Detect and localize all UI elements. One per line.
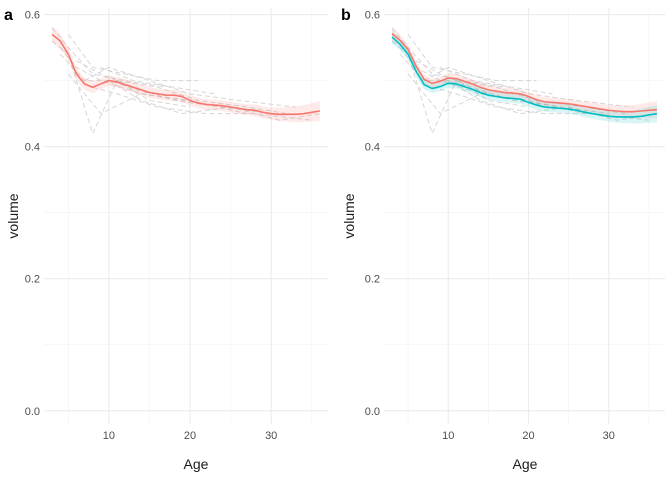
panel-a-individual-trajectory: [116, 80, 288, 115]
panel-a-individual-trajectory: [51, 40, 191, 135]
panel-b-y-tick-label: 0.6: [365, 10, 380, 22]
panel-a-x-axis-title: Age: [184, 456, 209, 472]
panel-b-individual-trajectory: [415, 60, 609, 115]
panel-b-individual-trajectory: [447, 80, 658, 121]
panel-b-mean-trajectory-line: [391, 36, 658, 118]
panel-a-y-tick-label: 0.6: [25, 10, 40, 22]
panel-b-y-tick-label: 0.0: [365, 406, 380, 418]
panel-a-gridlines: [44, 8, 328, 424]
panel-a-x-tick-label: 10: [103, 430, 115, 442]
panel-b-y-tick-label: 0.2: [365, 274, 380, 286]
panel-b-individual-trajectory: [399, 47, 561, 108]
panel-a-y-axis-title: volume: [5, 193, 21, 238]
panel-a-y-tick-label: 0.4: [25, 142, 40, 154]
panel-a-x-tick-label: 20: [184, 430, 196, 442]
panel-b-individual-trajectory: [407, 34, 537, 82]
panel-b-x-axis-title: Age: [513, 456, 538, 472]
panel-a-y-tick-label: 0.0: [25, 406, 40, 418]
panel-b-individual-trajectory: [440, 66, 553, 95]
panel-b-gridlines: [384, 8, 665, 424]
panel-b-mean-trajectory-line: [391, 33, 658, 113]
panel-a: a Age volume 10 20 30 0.0 0.2 0.4 0.6: [4, 7, 328, 472]
panel-a-individual-trajectory: [92, 86, 312, 121]
panel-a-confidence-band: [52, 26, 320, 123]
panel-a-individual-trajectory: [84, 66, 296, 108]
panel-b-individual-trajectory: [407, 73, 585, 115]
panel-b-x-tick-label: 30: [603, 430, 615, 442]
panel-a-tag: a: [4, 7, 13, 24]
panel-b-y-axis-title: volume: [341, 193, 357, 238]
panel-a-individual-trajectory: [59, 53, 150, 95]
panel-a-individual-trajectory: [108, 80, 320, 121]
panel-b-tag: b: [341, 7, 351, 24]
panel-b-x-tick-label: 20: [522, 430, 534, 442]
panel-a-y-tick-label: 0.2: [25, 274, 40, 286]
panel-a-individual-trajectory: [51, 27, 166, 88]
panel-b-confidence-band: [392, 30, 657, 124]
panel-a-mean-trajectory-line: [51, 33, 321, 116]
panel-b-x-tick-label: 10: [442, 430, 454, 442]
panel-a-x-tick-label: 30: [265, 430, 277, 442]
panel-b-individual-trajectory: [391, 27, 505, 88]
panel-b-individual-trajectory: [423, 66, 633, 108]
panel-b-confidence-band: [392, 27, 657, 119]
panel-a-individual-trajectory: [100, 66, 215, 95]
panel-b-individual-trajectory: [432, 86, 649, 121]
panel-b-y-tick-label: 0.4: [365, 142, 380, 154]
panel-a-individual-trajectory: [59, 47, 223, 108]
panel-b: b Age volume 10 20 30 0.0 0.2 0.4 0.6: [341, 7, 665, 472]
panel-a-individual-trajectory: [67, 34, 199, 82]
